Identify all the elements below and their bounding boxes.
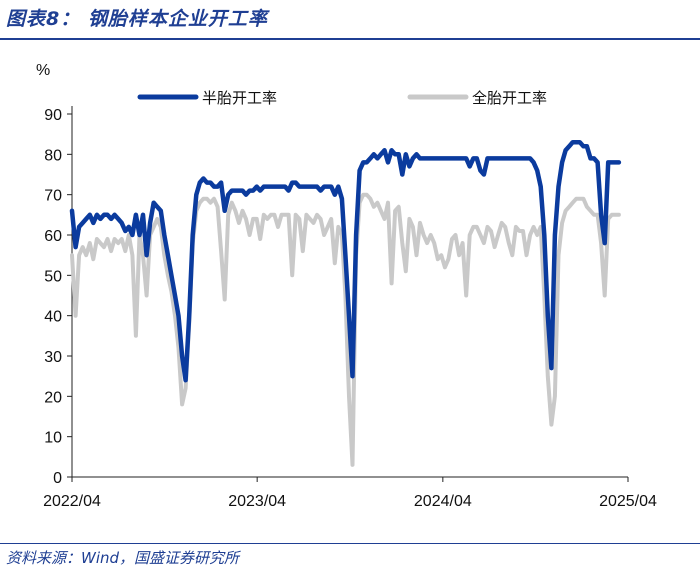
title-rule bbox=[0, 38, 700, 40]
x-tick-label: 2025/04 bbox=[599, 493, 657, 510]
series-line-0 bbox=[69, 139, 622, 383]
source-rule bbox=[0, 543, 700, 544]
x-axis: 2022/04 2023/04 2024/04 2025/04 bbox=[43, 476, 657, 510]
y-tick-label: 10 bbox=[44, 430, 62, 447]
y-tick-label: 40 bbox=[44, 309, 62, 326]
y-tick-label: 30 bbox=[44, 349, 62, 366]
y-tick-label: 50 bbox=[44, 268, 62, 285]
x-tick-label: 2023/04 bbox=[228, 493, 286, 510]
series-layer bbox=[69, 139, 622, 467]
legend-label-0: 半胎开工率 bbox=[202, 89, 277, 107]
y-tick-label: 90 bbox=[44, 107, 62, 124]
y-axis: 0 10 20 30 40 50 60 70 80 90 bbox=[44, 106, 73, 487]
x-tick-label: 2024/04 bbox=[414, 493, 472, 510]
y-tick-label: 70 bbox=[44, 188, 62, 205]
line-chart: % 0 10 20 30 40 50 60 70 80 90 2022/04 2023/04 2024… bbox=[36, 62, 657, 510]
figure-title: 图表8： 钢胎样本企业开工率 bbox=[6, 8, 268, 30]
y-tick-label: 80 bbox=[44, 147, 62, 164]
source-note: 资料来源：Wind，国盛证券研究所 bbox=[6, 549, 240, 567]
x-tick-label: 2022/04 bbox=[43, 493, 101, 510]
legend-label-1: 全胎开工率 bbox=[472, 89, 547, 107]
y-tick-label: 60 bbox=[44, 228, 62, 245]
series-line-1 bbox=[70, 192, 621, 467]
legend: 半胎开工率 全胎开工率 bbox=[137, 89, 547, 107]
y-tick-label: 20 bbox=[44, 389, 62, 406]
y-axis-unit: % bbox=[36, 62, 50, 79]
y-tick-label: 0 bbox=[53, 470, 62, 487]
